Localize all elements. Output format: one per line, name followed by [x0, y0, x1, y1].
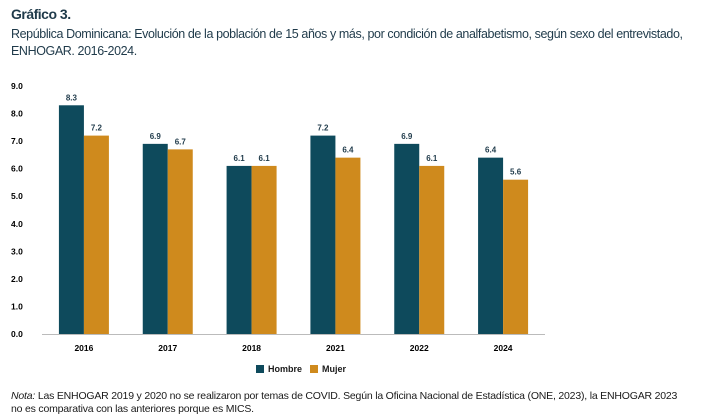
bar-mujer-2021 — [335, 157, 361, 334]
data-label: 7.2 — [91, 124, 103, 133]
bar-mujer-2024 — [503, 179, 529, 334]
chart-title: Gráfico 3. — [11, 6, 71, 22]
chart-subtitle: República Dominicana: Evolución de la po… — [11, 27, 683, 58]
bar-hombre-2022 — [394, 143, 420, 334]
bar-mujer-2018 — [251, 165, 277, 334]
y-tick-label: 8.0 — [11, 109, 23, 119]
x-tick-label: 2024 — [494, 343, 513, 353]
data-label: 6.9 — [150, 132, 162, 141]
bar-hombre-2021 — [310, 135, 336, 334]
x-tick-label: 2022 — [410, 343, 429, 353]
note-label: Nota: — [11, 390, 36, 402]
data-label: 5.6 — [510, 168, 522, 177]
data-label: 6.1 — [234, 154, 246, 163]
y-tick-label: 7.0 — [11, 136, 23, 146]
legend-swatch-mujer — [310, 365, 319, 373]
x-tick-label: 2018 — [242, 343, 261, 353]
note-text: Las ENHOGAR 2019 y 2020 no se realizaron… — [11, 390, 678, 415]
data-label: 7.2 — [317, 124, 329, 133]
y-tick-label: 6.0 — [11, 164, 23, 174]
legend-label-hombre: Hombre — [268, 364, 303, 374]
x-tick-label: 2017 — [158, 343, 177, 353]
data-label: 6.1 — [426, 154, 438, 163]
y-tick-label: 9.0 — [11, 81, 23, 91]
footnote: Nota: Las ENHOGAR 2019 y 2020 no se real… — [11, 390, 691, 416]
bar-hombre-2018 — [226, 165, 252, 334]
data-label: 8.3 — [66, 93, 78, 102]
bar-mujer-2022 — [419, 165, 445, 334]
legend: Hombre Mujer — [256, 364, 346, 374]
bar-hombre-2017 — [142, 143, 168, 334]
data-label: 6.4 — [485, 146, 497, 155]
data-label: 6.1 — [259, 154, 271, 163]
x-tick-label: 2021 — [326, 343, 345, 353]
y-tick-label: 2.0 — [11, 274, 23, 284]
bar-hombre-2024 — [478, 157, 504, 334]
data-label: 6.7 — [175, 137, 187, 146]
data-label: 6.4 — [342, 146, 354, 155]
bar-mujer-2016 — [83, 135, 109, 334]
bar-chart: 0.0 1.0 2.0 3.0 4.0 5.0 6.0 7.0 8.0 9.0 8.3 7.2 2016… — [11, 81, 545, 353]
y-tick-label: 5.0 — [11, 191, 23, 201]
data-label: 6.9 — [401, 132, 413, 141]
y-tick-label: 0.0 — [11, 329, 23, 339]
bar-hombre-2016 — [58, 105, 84, 335]
legend-label-mujer: Mujer — [322, 364, 347, 374]
bar-mujer-2017 — [167, 149, 193, 334]
y-tick-label: 3.0 — [11, 246, 23, 256]
legend-swatch-hombre — [256, 365, 264, 373]
y-tick-label: 1.0 — [11, 301, 23, 311]
y-tick-label: 4.0 — [11, 219, 23, 229]
x-tick-label: 2016 — [74, 343, 93, 353]
